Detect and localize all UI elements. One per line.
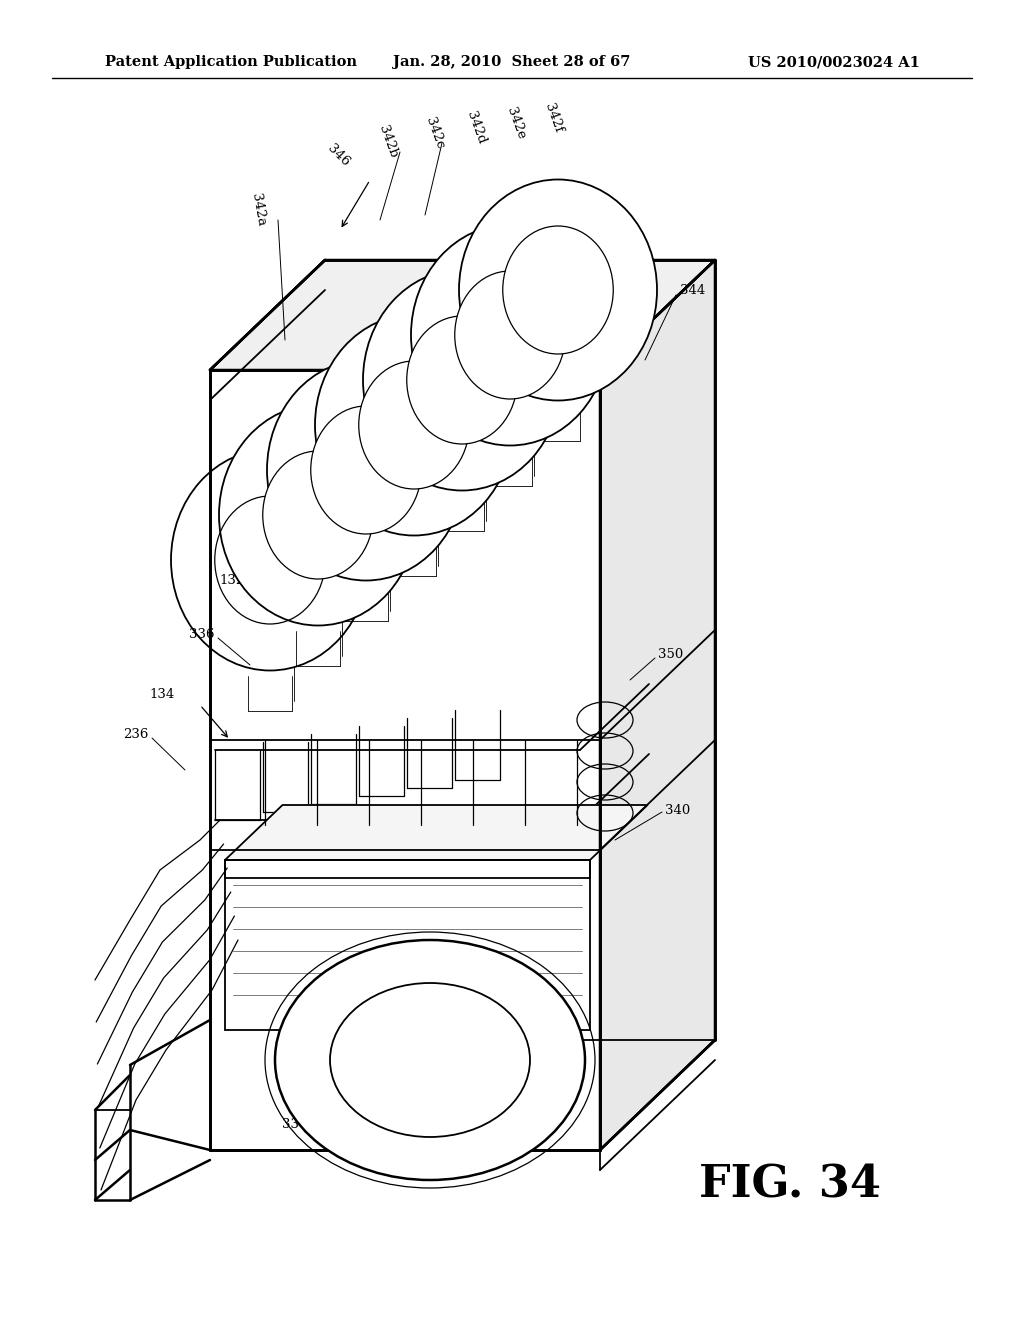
Text: FIG. 34: FIG. 34 xyxy=(699,1163,881,1206)
Polygon shape xyxy=(280,1040,355,1074)
Ellipse shape xyxy=(310,407,421,535)
Polygon shape xyxy=(280,1022,375,1040)
Text: 342c: 342c xyxy=(423,115,446,150)
Text: 342e: 342e xyxy=(504,106,527,141)
Text: 330: 330 xyxy=(283,1118,307,1131)
Text: Patent Application Publication: Patent Application Publication xyxy=(105,55,357,69)
Ellipse shape xyxy=(407,315,517,444)
Polygon shape xyxy=(225,861,590,878)
Text: 340: 340 xyxy=(665,804,690,817)
Text: 342b: 342b xyxy=(376,124,399,160)
Text: 236: 236 xyxy=(123,729,148,742)
Text: 134: 134 xyxy=(150,689,175,701)
Ellipse shape xyxy=(358,360,469,488)
Polygon shape xyxy=(210,370,600,1150)
Polygon shape xyxy=(225,805,647,861)
Text: 342a: 342a xyxy=(249,193,267,227)
Ellipse shape xyxy=(219,404,417,626)
Ellipse shape xyxy=(503,226,613,354)
Ellipse shape xyxy=(455,271,565,399)
Ellipse shape xyxy=(362,269,561,491)
Ellipse shape xyxy=(459,180,657,400)
Ellipse shape xyxy=(263,451,374,579)
Text: 336: 336 xyxy=(189,628,215,642)
Text: 346: 346 xyxy=(325,141,351,169)
Ellipse shape xyxy=(267,359,465,581)
Text: 342d: 342d xyxy=(464,110,487,147)
Ellipse shape xyxy=(411,224,609,446)
Text: 132: 132 xyxy=(220,573,245,586)
Ellipse shape xyxy=(275,940,585,1180)
Text: 344: 344 xyxy=(680,284,706,297)
Text: Jan. 28, 2010  Sheet 28 of 67: Jan. 28, 2010 Sheet 28 of 67 xyxy=(393,55,631,69)
Text: 332: 332 xyxy=(323,1123,348,1137)
Ellipse shape xyxy=(315,314,513,536)
Text: 350: 350 xyxy=(658,648,683,661)
Polygon shape xyxy=(210,260,715,370)
Text: 342f: 342f xyxy=(542,102,564,135)
Text: US 2010/0023024 A1: US 2010/0023024 A1 xyxy=(749,55,920,69)
Polygon shape xyxy=(600,260,715,1150)
